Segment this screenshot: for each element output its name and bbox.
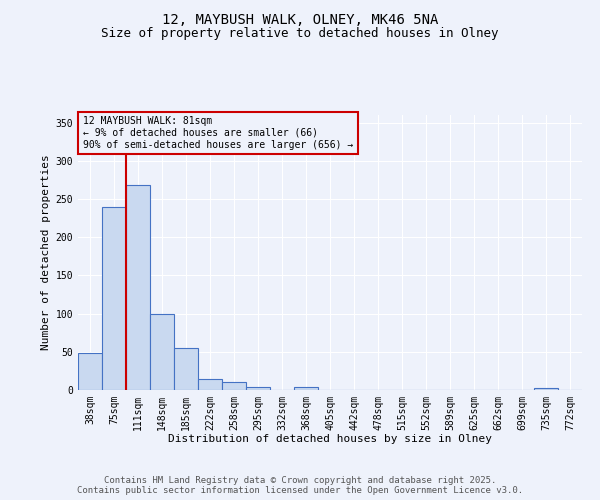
X-axis label: Distribution of detached houses by size in Olney: Distribution of detached houses by size … xyxy=(168,434,492,444)
Text: Size of property relative to detached houses in Olney: Size of property relative to detached ho… xyxy=(101,28,499,40)
Bar xyxy=(150,314,174,390)
Bar xyxy=(246,387,270,390)
Text: 12 MAYBUSH WALK: 81sqm
← 9% of detached houses are smaller (66)
90% of semi-deta: 12 MAYBUSH WALK: 81sqm ← 9% of detached … xyxy=(83,116,353,150)
Bar xyxy=(534,388,558,390)
Bar xyxy=(198,380,222,390)
Y-axis label: Number of detached properties: Number of detached properties xyxy=(41,154,52,350)
Text: 12, MAYBUSH WALK, OLNEY, MK46 5NA: 12, MAYBUSH WALK, OLNEY, MK46 5NA xyxy=(162,12,438,26)
Bar xyxy=(126,186,150,390)
Bar xyxy=(78,354,102,390)
Bar xyxy=(174,348,198,390)
Bar xyxy=(102,206,126,390)
Bar xyxy=(222,382,246,390)
Bar xyxy=(294,387,318,390)
Text: Contains HM Land Registry data © Crown copyright and database right 2025.
Contai: Contains HM Land Registry data © Crown c… xyxy=(77,476,523,495)
